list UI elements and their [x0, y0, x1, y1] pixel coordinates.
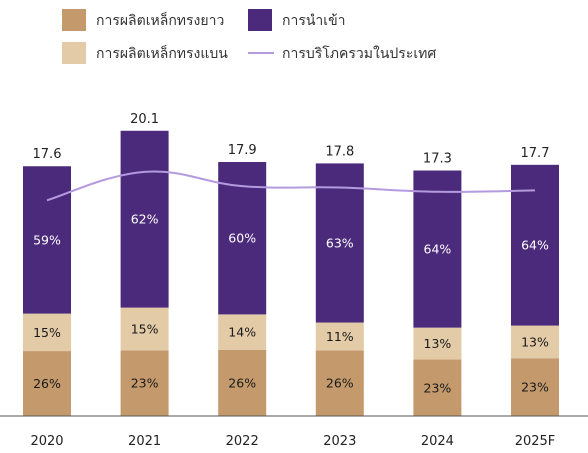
bar-segment [315, 163, 364, 323]
bar-segment [511, 358, 559, 416]
segment-label: 60% [228, 231, 256, 246]
segment-label: 14% [228, 325, 256, 340]
legend-swatch-import [248, 9, 272, 31]
legend-label-flat-steel: การผลิตเหล็กทรงแบน [96, 44, 228, 62]
bar-segment [23, 351, 71, 416]
segment-label: 13% [521, 334, 549, 349]
x-tick-label: 2024 [421, 434, 454, 449]
total-label: 17.6 [33, 147, 62, 162]
total-label: 17.9 [228, 143, 257, 158]
consumption-line [46, 170, 536, 202]
segment-label: 15% [131, 322, 159, 337]
x-tick-label: 2023 [323, 434, 356, 449]
segment-label: 23% [131, 376, 159, 391]
segment-label: 26% [33, 376, 61, 391]
bar-segment [413, 327, 462, 360]
bar-segment [120, 130, 169, 308]
bar-segment [120, 350, 169, 416]
total-label: 17.8 [325, 144, 354, 159]
segment-label: 23% [424, 380, 452, 395]
legend-label-import: การนำเข้า [282, 13, 346, 29]
legend-label-consumption: การบริโภครวมในประเทศ [282, 45, 436, 62]
x-tick-label: 2025F [515, 434, 556, 449]
x-tick-label: 2020 [30, 434, 63, 449]
legend-swatch-flat-steel [62, 42, 86, 64]
total-label: 17.7 [521, 146, 550, 161]
segment-label: 13% [424, 336, 452, 351]
segment-label: 64% [424, 242, 452, 257]
segment-label: 62% [131, 212, 159, 227]
segment-label: 59% [33, 232, 61, 247]
bar-segment [413, 170, 462, 328]
bar-segment [413, 359, 462, 416]
legend-swatch-long-steel [62, 9, 86, 31]
bar-segment [120, 307, 169, 351]
bar-segment [23, 166, 71, 314]
segment-label: 26% [228, 375, 256, 390]
bar-segment [23, 313, 71, 352]
x-tick-label: 2022 [226, 434, 259, 449]
segment-label: 64% [521, 238, 549, 253]
segment-label: 26% [326, 376, 354, 391]
total-label: 17.3 [423, 152, 452, 167]
bar-segment [218, 349, 267, 416]
total-label: 20.1 [130, 112, 159, 127]
segment-label: 23% [521, 380, 549, 395]
bar-segment [315, 322, 364, 351]
segment-label: 11% [326, 329, 354, 344]
line-layer [46, 170, 536, 202]
chart-legend: การผลิตเหล็กทรงยาว การนำเข้า การผลิตเหล็… [62, 9, 436, 64]
bars-layer [23, 130, 559, 416]
bar-segment [218, 314, 267, 350]
bar-segment [511, 325, 559, 359]
segment-label: 63% [326, 235, 354, 250]
bar-segment [315, 350, 364, 416]
legend-label-long-steel: การผลิตเหล็กทรงยาว [96, 11, 224, 29]
x-tick-label: 2021 [128, 434, 161, 449]
labels-layer: 26% 15% 59% 17.6 2020 23% 15% 62% 20.1 2021 26% 14%… [30, 112, 555, 449]
segment-label: 15% [33, 325, 61, 340]
